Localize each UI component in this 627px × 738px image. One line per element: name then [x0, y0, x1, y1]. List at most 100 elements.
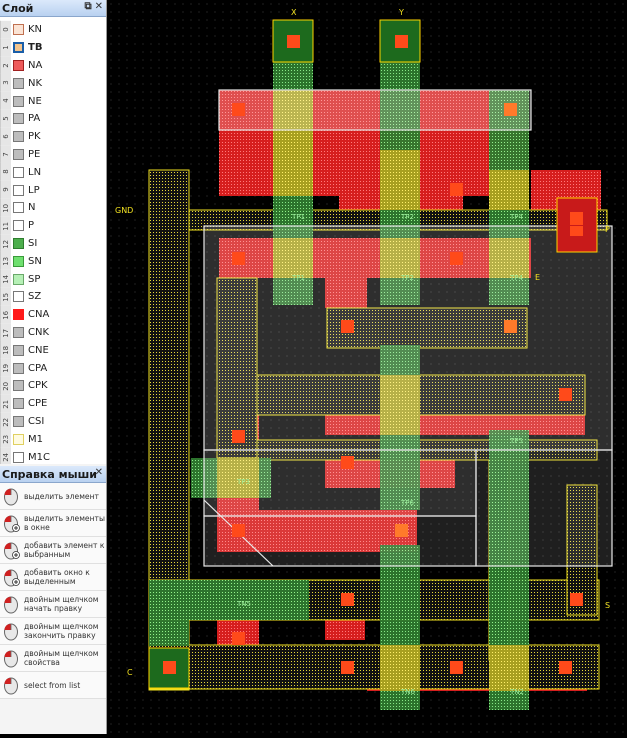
mouse-help-text: двойным щелчком свойства [24, 649, 99, 667]
mouse-help-item: двойным щелчком закончить правку [0, 618, 106, 645]
layer-row-cne[interactable]: 18 CNE [0, 341, 106, 360]
layer-swatch-icon[interactable] [13, 77, 24, 89]
mouse-help-item: select from list [0, 672, 106, 699]
layer-name: TB [28, 42, 43, 54]
layer-name: CSI [28, 415, 45, 427]
restore-icon[interactable]: ⧉ [84, 1, 92, 12]
layer-row-m1c[interactable]: 24 M1C [0, 448, 106, 464]
layers-panel-header: Слой ⧉ ✕ [0, 0, 106, 17]
layer-row-m1[interactable]: 23 M1 [0, 430, 106, 449]
layer-swatch-icon[interactable] [13, 344, 24, 356]
layer-number: 8 [0, 163, 11, 182]
layer-name: KN [28, 24, 43, 36]
layer-row-n[interactable]: 10 N [0, 199, 106, 217]
layer-number: 0 [0, 21, 11, 39]
layer-swatch-icon[interactable] [13, 184, 24, 196]
layer-number: 20 [0, 377, 11, 395]
layer-row-p[interactable]: 11 P [0, 216, 106, 235]
mouse-help-text: выделить элементы в окне [24, 514, 105, 532]
layer-swatch-icon[interactable] [13, 166, 24, 178]
transistor-label: TP5 [509, 437, 523, 445]
layer-number: 22 [0, 412, 11, 431]
layer-number: 19 [0, 359, 11, 377]
layer-number: 15 [0, 288, 11, 306]
layer-swatch-icon[interactable] [13, 95, 24, 107]
layer-swatch-icon[interactable] [13, 362, 24, 374]
close-icon[interactable]: ✕ [94, 467, 103, 478]
layers-panel-title: Слой [2, 1, 34, 15]
layer-name: PK [28, 131, 41, 143]
layer-row-cpe[interactable]: 21 CPE [0, 394, 106, 413]
layer-name: CNA [28, 309, 50, 321]
layer-row-tb[interactable]: 1 TB [0, 38, 106, 57]
layer-row-cnk[interactable]: 17 CNK [0, 323, 106, 342]
layout-drawing[interactable]: X Y GND P E C S TP1 TP2 TP4 TP1 TP2 TP4 … [107, 0, 627, 734]
layer-number: 12 [0, 234, 11, 253]
layer-swatch-icon[interactable] [13, 220, 24, 232]
layer-number: 18 [0, 341, 11, 360]
pin-label-e: E [535, 273, 540, 282]
layer-swatch-icon[interactable] [13, 42, 24, 54]
close-icon[interactable]: ✕ [94, 1, 103, 12]
layer-row-cna[interactable]: 16 CNA [0, 305, 106, 324]
layer-row-sn[interactable]: 13 SN [0, 252, 106, 271]
pin-label-gnd: GND [115, 206, 133, 215]
layer-name: PE [28, 148, 41, 160]
contact-squares [163, 35, 583, 674]
layer-swatch-icon[interactable] [13, 398, 24, 410]
layer-swatch-icon[interactable] [13, 326, 24, 338]
transistor-label: TN2 [509, 688, 524, 696]
layer-swatch-icon[interactable] [13, 113, 24, 125]
layer-swatch-icon[interactable] [13, 291, 24, 303]
layer-row-cpa[interactable]: 19 CPA [0, 359, 106, 377]
layer-swatch-icon[interactable] [13, 237, 24, 249]
layer-row-nk[interactable]: 3 NK [0, 74, 106, 93]
layer-swatch-icon[interactable] [13, 148, 24, 160]
transistor-label: TP6 [400, 499, 414, 507]
layer-swatch-icon[interactable] [13, 433, 24, 445]
transistor-label: TN5 [236, 600, 251, 608]
mouse-add-element-icon [4, 542, 20, 560]
transistor-label: TP1 [291, 213, 305, 221]
layer-swatch-icon[interactable] [13, 202, 24, 214]
layer-row-cpk[interactable]: 20 CPK [0, 377, 106, 395]
layer-swatch-icon[interactable] [13, 24, 24, 36]
layer-row-csi[interactable]: 22 CSI [0, 412, 106, 431]
layer-number: 10 [0, 199, 11, 217]
layout-canvas[interactable]: X Y GND P E C S TP1 TP2 TP4 TP1 TP2 TP4 … [107, 0, 627, 734]
mouse-double-click-icon [4, 596, 18, 614]
layer-name: NE [28, 95, 42, 107]
layer-row-ln[interactable]: 8 LN [0, 163, 106, 182]
layer-row-kn[interactable]: 0 KN [0, 21, 106, 39]
layer-swatch-icon[interactable] [13, 255, 24, 267]
mouse-double-click-icon [4, 623, 18, 641]
layer-number: 24 [0, 448, 11, 464]
layer-row-ne[interactable]: 4 NE [0, 92, 106, 110]
layer-row-pe[interactable]: 7 PE [0, 145, 106, 164]
layer-swatch-icon[interactable] [13, 131, 24, 143]
layer-row-si[interactable]: 12 SI [0, 234, 106, 253]
mouse-help-item: выделить элементы в окне [0, 510, 106, 537]
layer-swatch-icon[interactable] [13, 273, 24, 285]
layer-row-pa[interactable]: 5 PA [0, 110, 106, 128]
layer-swatch-icon[interactable] [13, 380, 24, 392]
layer-swatch-icon[interactable] [13, 415, 24, 427]
layer-row-lp[interactable]: 9 LP [0, 181, 106, 199]
layer-swatch-icon[interactable] [13, 59, 24, 71]
layer-swatch-icon[interactable] [13, 451, 24, 463]
transistor-labels: TP1 TP2 TP4 TP1 TP2 TP4 TP3 TP5 TP6 TN5 … [236, 213, 524, 696]
left-panel: Слой ⧉ ✕ 0 KN 1 TB 2 NA 3 NK 4 NE 5 PA 6 PK 7 PE 8 LN 9 LP 1… [0, 0, 107, 734]
layer-swatch-icon[interactable] [13, 309, 24, 321]
layer-row-na[interactable]: 2 NA [0, 56, 106, 75]
layer-row-pk[interactable]: 6 PK [0, 127, 106, 146]
mouse-help-text: select from list [24, 680, 81, 690]
mouse-help-text: добавить элемент к выбранным [24, 541, 105, 559]
layer-row-sz[interactable]: 15 SZ [0, 288, 106, 306]
mouse-help-item: двойным щелчком свойства [0, 645, 106, 672]
mouse-double-click-icon [4, 650, 18, 668]
mouse-help-text: выделить элемент [24, 491, 99, 501]
mouse-window-select-icon [4, 515, 20, 533]
layer-row-sp[interactable]: 14 SP [0, 270, 106, 288]
mouse-help-item: выделить элемент [0, 483, 106, 510]
layer-name: NK [28, 77, 43, 89]
